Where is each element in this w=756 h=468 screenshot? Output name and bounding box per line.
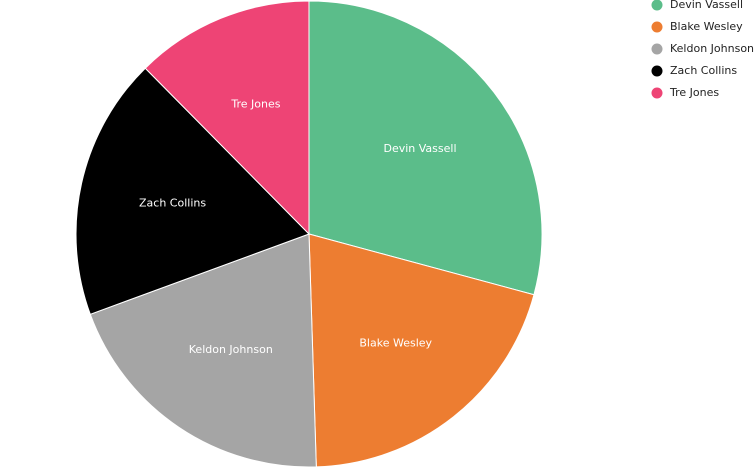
slice-label: Keldon Johnson <box>189 343 273 356</box>
legend-marker <box>651 65 663 77</box>
pie-slice <box>75 67 310 315</box>
legend-label: Tre Jones <box>669 86 719 99</box>
legend-label: Zach Collins <box>670 64 737 77</box>
pie-slice <box>308 233 535 468</box>
legend-marker <box>651 21 663 33</box>
slice-label: Tre Jones <box>230 98 280 111</box>
legend-marker <box>651 43 663 55</box>
pie-slice <box>144 0 310 236</box>
slice-label: Devin Vassell <box>383 142 456 155</box>
legend-label: Keldon Johnson <box>670 42 754 55</box>
legend-label: Blake Wesley <box>670 20 743 33</box>
legend-marker <box>651 87 663 99</box>
legend-label: Devin Vassell <box>670 0 743 11</box>
slice-label: Zach Collins <box>139 197 206 210</box>
pie-slice <box>308 0 543 296</box>
pie-slice <box>89 233 317 468</box>
legend-marker <box>651 0 663 11</box>
slice-label: Blake Wesley <box>359 337 432 350</box>
